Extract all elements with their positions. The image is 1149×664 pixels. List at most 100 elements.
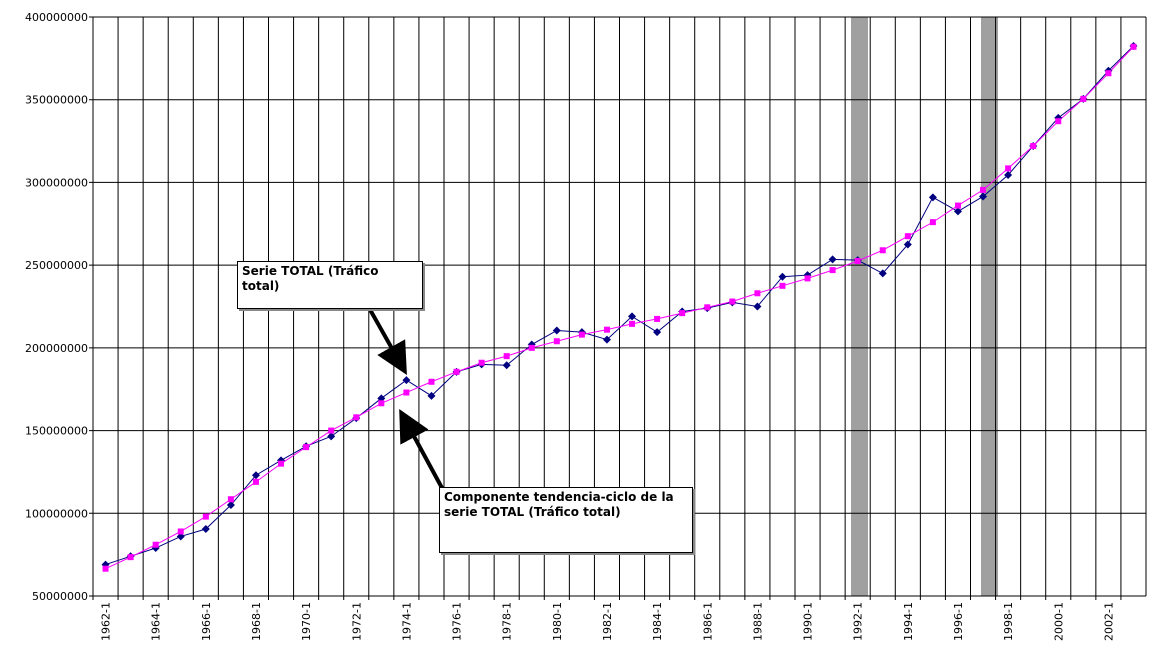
data-point [578, 331, 585, 338]
data-point [1004, 170, 1013, 179]
data-point [829, 267, 836, 274]
data-point [303, 444, 310, 451]
x-tick-label: 1994-1 [902, 602, 915, 641]
data-point [552, 326, 561, 335]
data-point [904, 233, 911, 240]
data-point [903, 240, 912, 249]
data-point [928, 193, 937, 202]
data-point [502, 361, 511, 370]
x-tick-label: 1974-1 [400, 602, 413, 641]
data-point [227, 496, 234, 503]
data-point [953, 207, 962, 216]
data-point [979, 192, 988, 201]
y-tick-label: 100000000 [25, 507, 88, 520]
data-point [102, 565, 109, 572]
data-point [152, 541, 159, 548]
data-point [353, 414, 360, 421]
x-tick-label: 1970-1 [300, 602, 313, 641]
data-point [553, 338, 560, 345]
data-point [653, 328, 662, 337]
data-point [628, 312, 637, 321]
data-point [929, 219, 936, 226]
data-point [1130, 43, 1137, 50]
x-tick-label: 1978-1 [501, 602, 514, 641]
series-line [105, 46, 1134, 570]
x-tick-label: 1984-1 [651, 602, 664, 641]
data-point [478, 359, 485, 366]
data-point [654, 315, 661, 322]
data-point [602, 335, 611, 344]
data-point [603, 326, 610, 333]
x-tick-label: 1992-1 [852, 602, 865, 641]
data-point [629, 320, 636, 327]
data-point [378, 400, 385, 407]
data-point [528, 344, 535, 351]
data-point [1080, 95, 1087, 102]
highlight-band [981, 17, 998, 596]
y-tick-label: 250000000 [25, 259, 88, 272]
data-point [427, 391, 436, 400]
x-tick-label: 1980-1 [551, 602, 564, 641]
data-point [778, 272, 787, 281]
x-tick-label: 1988-1 [751, 602, 764, 641]
data-point [704, 304, 711, 311]
data-point [201, 525, 210, 534]
data-point [954, 202, 961, 209]
data-point [428, 378, 435, 385]
y-tick-label: 200000000 [25, 342, 88, 355]
data-point [1055, 118, 1062, 125]
data-point [127, 554, 134, 561]
data-point [879, 247, 886, 254]
x-tick-label: 1962-1 [100, 602, 113, 641]
y-tick-label: 150000000 [25, 425, 88, 438]
x-tick-label: 1966-1 [200, 602, 213, 641]
x-tick-label: 1976-1 [451, 602, 464, 641]
data-point [753, 302, 762, 311]
data-point [1030, 143, 1037, 150]
data-point [828, 255, 837, 264]
data-point [328, 427, 335, 434]
data-point [779, 282, 786, 289]
x-tick-label: 1998-1 [1002, 602, 1015, 641]
series-line [105, 45, 1134, 566]
data-point [402, 376, 411, 385]
y-tick-label: 400000000 [25, 11, 88, 24]
data-point [278, 460, 285, 467]
data-point [177, 528, 184, 535]
x-tick-label: 1990-1 [802, 602, 815, 641]
data-point [453, 368, 460, 375]
data-point [503, 353, 510, 360]
data-point [226, 501, 235, 510]
data-point [1105, 70, 1112, 77]
data-point [754, 290, 761, 297]
data-point [679, 310, 686, 317]
y-tick-label: 300000000 [25, 176, 88, 189]
x-tick-label: 1968-1 [250, 602, 263, 641]
arrow [399, 408, 444, 489]
data-point [1005, 165, 1012, 172]
data-point [251, 471, 260, 480]
y-tick-label: 350000000 [25, 94, 88, 107]
x-tick-label: 1964-1 [150, 602, 163, 641]
data-point [804, 275, 811, 282]
annotation: Serie TOTAL (Tráfico total) [237, 261, 423, 309]
data-point [878, 269, 887, 278]
data-point [980, 186, 987, 193]
highlight-band [851, 17, 868, 596]
x-tick-label: 1982-1 [601, 602, 614, 641]
x-tick-label: 1986-1 [701, 602, 714, 641]
x-tick-label: 1996-1 [952, 602, 965, 641]
x-tick-label: 2002-1 [1102, 602, 1115, 641]
data-point [729, 298, 736, 305]
y-tick-label: 50000000 [32, 590, 88, 603]
arrow [366, 305, 407, 375]
data-point [854, 258, 861, 265]
x-tick-label: 2000-1 [1052, 602, 1065, 641]
data-point [202, 513, 209, 520]
annotation: Componente tendencia-ciclo de la serie T… [439, 487, 693, 553]
data-point [327, 432, 336, 441]
data-point [403, 389, 410, 396]
data-point [252, 478, 259, 485]
